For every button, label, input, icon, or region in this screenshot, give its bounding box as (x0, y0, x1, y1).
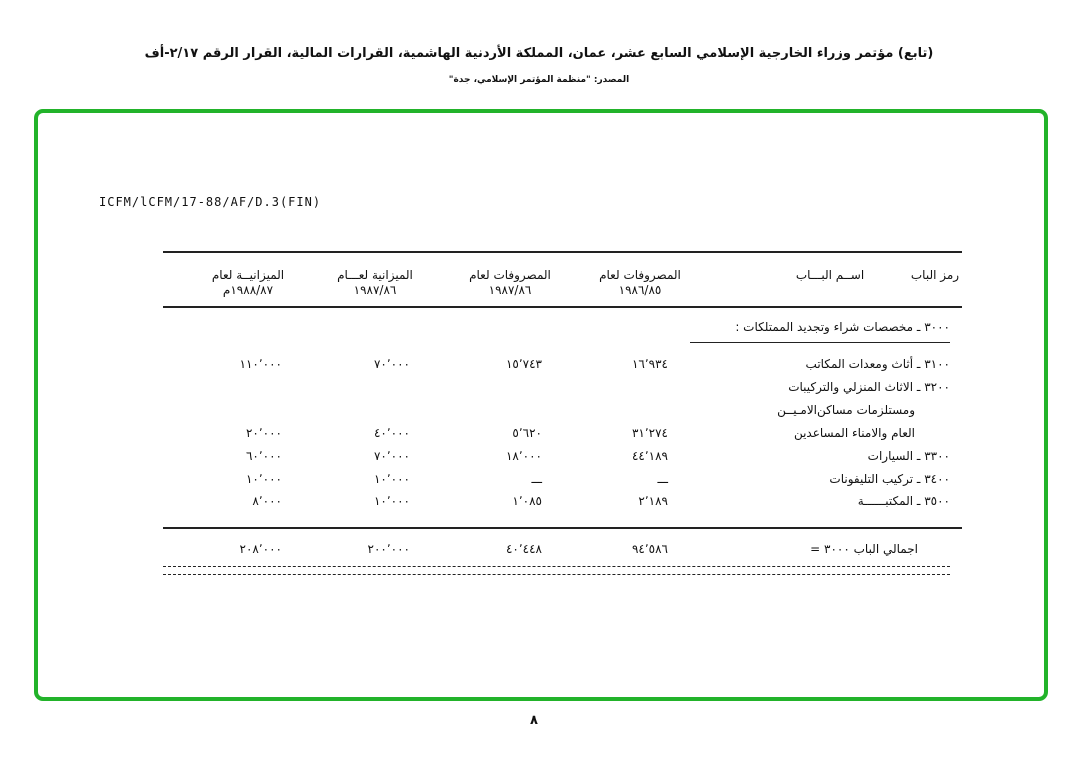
source-line: المصدر: "منظمة المؤتمر الإسلامي، جدة" (448, 75, 630, 85)
page-number: ٨ (530, 713, 538, 728)
section-underline (690, 342, 950, 343)
cell-bud8887: ٦٠٬٠٠٠ (245, 449, 282, 463)
cell-bud8887: ٢٠٬٠٠٠ (245, 426, 282, 440)
total-bud-8887: ٢٠٨٬٠٠٠ (239, 542, 282, 556)
row-label: ٣٢٠٠ ـ الاثاث المنزلي والتركيبات (788, 380, 950, 394)
cell-exp8786: ٥٬٦٢٠ (512, 426, 542, 440)
cell-exp8685: ١٦٬٩٣٤ (631, 357, 668, 371)
cell-exp8685: ٢٬١٨٩ (638, 494, 668, 508)
double-dashed-rule (163, 566, 950, 575)
cell-exp8786: ١٨٬٠٠٠ (505, 449, 542, 463)
document-reference: ICFM/lCFM/17-88/AF/D.3(FIN) (99, 195, 322, 209)
highlight-frame (34, 109, 1048, 701)
header-label: الميزانية لعـــام (337, 268, 413, 282)
cell-exp8786: ١٥٬٧٤٣ (505, 357, 542, 371)
row-label: ومستلزمات مساكن‌الامـيــن (777, 403, 915, 417)
row-label: ٣٣٠٠ ـ السيارات (867, 449, 950, 463)
row-label: ٣٥٠٠ ـ المكتبــــــة (857, 494, 950, 508)
section-heading: ٣٠٠٠ ـ مخصصات شراء وتجديد الممتلكات : (735, 320, 950, 334)
header-year: ١٩٨٦/٨٥ (618, 283, 662, 297)
total-exp-8786: ٤٠٬٤٤٨ (505, 542, 542, 556)
cell-exp8786: ـــ (531, 472, 542, 486)
cell-exp8685: ٤٤٬١٨٩ (631, 449, 668, 463)
cell-bud8887: ٨٬٠٠٠ (252, 494, 282, 508)
cell-bud8786: ١٠٬٠٠٠ (373, 494, 410, 508)
table-top-rule (163, 251, 962, 253)
header-bottom-rule (163, 306, 962, 308)
header-label: رمز الباب (910, 268, 960, 282)
header-label: اســم البـــاب (795, 268, 865, 282)
cell-bud8887: ١١٠٬٠٠٠ (239, 357, 282, 371)
row-label: ٣١٠٠ ـ أثاث ومعدات المكاتب (805, 357, 950, 371)
cell-bud8887: ١٠٬٠٠٠ (245, 472, 282, 486)
header-year: ١٩٨٧/٨٦ (353, 283, 397, 297)
header-exp-8786: المصروفات لعام ١٩٨٧/٨٦ (455, 268, 565, 298)
cell-bud8786: ٧٠٬٠٠٠ (373, 449, 410, 463)
row-label: العام والامناء المساعدين (793, 426, 915, 440)
total-label: اجمالي الباب ٣٠٠٠ = (810, 542, 918, 556)
document-title: (تابع) مؤتمر وزراء الخارجية الإسلامي الس… (144, 46, 934, 61)
header-code: رمز الباب (905, 268, 965, 283)
header-exp-8685: المصروفات لعام ١٩٨٦/٨٥ (585, 268, 695, 298)
header-year: ١٩٨٧/٨٦ (488, 283, 532, 297)
total-top-rule (163, 527, 962, 529)
header-label: المصروفات لعام (599, 268, 681, 282)
header-label: الميزانيــة لعام (211, 268, 285, 282)
header-bud-8887: الميزانيــة لعام ١٩٨٨/٨٧م (198, 268, 298, 298)
cell-exp8685: ـــ (657, 472, 668, 486)
cell-exp8685: ٣١٬٢٧٤ (631, 426, 668, 440)
total-bud-8786: ٢٠٠٬٠٠٠ (367, 542, 410, 556)
cell-bud8786: ٧٠٬٠٠٠ (373, 357, 410, 371)
row-label: ٣٤٠٠ ـ تركيب التليفونات (829, 472, 950, 486)
header-name: اســم البـــاب (770, 268, 890, 283)
header-year: ١٩٨٨/٨٧م (222, 283, 274, 297)
header-label: المصروفات لعام (469, 268, 551, 282)
header-bud-8786: الميزانية لعـــام ١٩٨٧/٨٦ (320, 268, 430, 298)
cell-exp8786: ١٬٠٨٥ (512, 494, 542, 508)
cell-bud8786: ٤٠٬٠٠٠ (373, 426, 410, 440)
cell-bud8786: ١٠٬٠٠٠ (373, 472, 410, 486)
total-exp-8685: ٩٤٬٥٨٦ (631, 542, 668, 556)
